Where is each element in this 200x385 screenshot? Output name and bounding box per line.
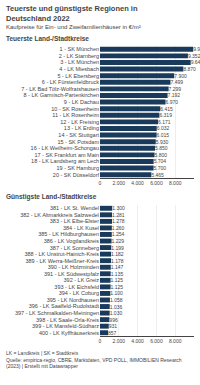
svg-text:8.000: 8.000 <box>169 180 182 186</box>
svg-text:6.015: 6.015 <box>157 132 170 138</box>
svg-text:385 - LK Hildburghausen: 385 - LK Hildburghausen <box>38 231 99 237</box>
svg-text:1.125: 1.125 <box>111 277 124 283</box>
svg-text:8.870: 8.870 <box>183 66 196 72</box>
svg-text:1.135: 1.135 <box>111 271 124 277</box>
svg-text:9.352: 9.352 <box>188 53 200 59</box>
svg-text:12 - LK Freising: 12 - LK Freising <box>60 119 99 125</box>
svg-text:17 - SK Frankfurt am Main: 17 - SK Frankfurt am Main <box>35 152 100 158</box>
svg-text:1.281: 1.281 <box>112 212 125 218</box>
svg-text:387 - LK Sonneberg: 387 - LK Sonneberg <box>50 245 99 251</box>
svg-text:10 - SK Rosenheim: 10 - SK Rosenheim <box>51 106 99 112</box>
svg-text:6.000: 6.000 <box>150 180 163 186</box>
svg-text:5 - LK Ebersberg: 5 - LK Ebersberg <box>57 73 99 79</box>
svg-text:0: 0 <box>99 338 102 344</box>
svg-text:386 - LK Vogtlandkreis: 386 - LK Vogtlandkreis <box>44 238 100 244</box>
svg-text:5.465: 5.465 <box>151 172 164 178</box>
svg-text:6.319: 6.319 <box>159 112 172 118</box>
svg-text:6.415: 6.415 <box>160 106 173 112</box>
svg-text:381 - LK St. Wendel: 381 - LK St. Wendel <box>50 205 99 211</box>
svg-text:398 - LK Saale-Orla-Kreis: 398 - LK Saale-Orla-Kreis <box>36 317 99 323</box>
svg-text:1.058: 1.058 <box>110 297 123 303</box>
svg-text:400 - LK Kyffhäuserkreis: 400 - LK Kyffhäuserkreis <box>39 330 99 336</box>
svg-text:3 - LK München: 3 - LK München <box>60 59 99 65</box>
svg-text:4.000: 4.000 <box>131 338 144 344</box>
svg-text:1.036: 1.036 <box>110 304 123 310</box>
svg-text:1.100: 1.100 <box>110 290 123 296</box>
svg-text:383 - LK Elbe-Elster: 383 - LK Elbe-Elster <box>50 218 99 224</box>
svg-text:7.900: 7.900 <box>174 73 187 79</box>
svg-text:1.178: 1.178 <box>111 258 124 264</box>
svg-text:5.704: 5.704 <box>154 158 167 164</box>
svg-text:931: 931 <box>109 323 118 329</box>
svg-text:1.147: 1.147 <box>111 264 124 270</box>
svg-text:388 - LK Unstrut-Hainich-Kreis: 388 - LK Unstrut-Hainich-Kreis <box>24 251 99 257</box>
svg-text:8.000: 8.000 <box>169 338 182 344</box>
svg-text:16 - LK Weilheim-Schongau: 16 - LK Weilheim-Schongau <box>31 145 99 151</box>
svg-text:1.254: 1.254 <box>112 231 125 237</box>
svg-text:LK = Landkreis | SK = Stadtkre: LK = Landkreis | SK = StadtkreisQuelle: … <box>6 350 182 369</box>
svg-text:18 - LK Landsberg am Lech: 18 - LK Landsberg am Lech <box>31 158 99 164</box>
svg-text:20 - SK Düsseldorf: 20 - SK Düsseldorf <box>53 172 100 178</box>
svg-text:392 - LK Greiz: 392 - LK Greiz <box>64 277 100 283</box>
svg-text:7.299: 7.299 <box>169 86 182 92</box>
svg-text:0: 0 <box>99 180 102 186</box>
svg-text:5.800: 5.800 <box>155 152 168 158</box>
svg-text:Günstigste Land-/Stadtkreise: Günstigste Land-/Stadtkreise <box>6 193 97 201</box>
svg-text:1 - SK München: 1 - SK München <box>60 46 99 52</box>
svg-text:Teuerste und günstigste Region: Teuerste und günstigste Regionen inDeuts… <box>6 4 138 23</box>
svg-text:857: 857 <box>108 330 117 336</box>
svg-text:8 - LK Garmisch-Partenkirchen: 8 - LK Garmisch-Partenkirchen <box>24 92 100 98</box>
svg-text:Kaufpreise für Ein- und Zweifa: Kaufpreise für Ein- und Zweifamilienhäus… <box>6 24 141 30</box>
svg-text:1.125: 1.125 <box>111 284 124 290</box>
svg-text:2 - LK Starnberg: 2 - LK Starnberg <box>59 53 99 59</box>
svg-text:7.499: 7.499 <box>170 79 183 85</box>
svg-text:390 - LK Holzminden: 390 - LK Holzminden <box>48 264 99 270</box>
svg-text:1.260: 1.260 <box>112 225 125 231</box>
svg-text:1.030: 1.030 <box>110 310 123 316</box>
svg-text:399 - LK Mansfeld-Südharz: 399 - LK Mansfeld-Südharz <box>32 323 99 329</box>
svg-text:6.171: 6.171 <box>158 119 171 125</box>
svg-text:5.850: 5.850 <box>155 145 168 151</box>
svg-text:382 - LK Altmarkkreis Salzwede: 382 - LK Altmarkkreis Salzwedel <box>20 212 99 218</box>
svg-text:6.032: 6.032 <box>157 125 170 131</box>
svg-text:9.913: 9.913 <box>193 46 200 52</box>
svg-text:13 - LK Erding: 13 - LK Erding <box>64 125 99 131</box>
svg-text:1.199: 1.199 <box>111 245 124 251</box>
svg-text:9 - LK Dachau: 9 - LK Dachau <box>64 99 99 105</box>
svg-text:1.182: 1.182 <box>111 251 124 257</box>
svg-text:15 - SK Potsdam: 15 - SK Potsdam <box>57 139 99 145</box>
svg-text:7.192: 7.192 <box>168 92 181 98</box>
svg-text:391 - LK Südwestpfalz: 391 - LK Südwestpfalz <box>44 271 99 277</box>
svg-text:19 - SK Hamburg: 19 - SK Hamburg <box>57 165 100 171</box>
svg-text:6 - LK Fürstenfeldbruck: 6 - LK Fürstenfeldbruck <box>42 79 99 85</box>
svg-text:Teuerste Land-/Stadtkreise: Teuerste Land-/Stadtkreise <box>6 35 89 42</box>
svg-text:384 - LK Kusel: 384 - LK Kusel <box>63 225 99 231</box>
svg-text:394 - LK Coburg: 394 - LK Coburg <box>59 290 99 296</box>
svg-text:5.700: 5.700 <box>154 165 167 171</box>
svg-text:14 - SK Stuttgart: 14 - SK Stuttgart <box>58 132 99 138</box>
svg-text:7 - LK Bad Tölz-Wolfratshausen: 7 - LK Bad Tölz-Wolfratshausen <box>21 86 99 92</box>
svg-text:1.278: 1.278 <box>112 218 125 224</box>
svg-text:396 - LK Saalfeld-Rudolstadt: 396 - LK Saalfeld-Rudolstadt <box>29 303 100 309</box>
svg-text:6.000: 6.000 <box>150 338 163 344</box>
svg-text:393 - LK Eichsfeld: 393 - LK Eichsfeld <box>54 284 99 290</box>
svg-text:1.229: 1.229 <box>112 238 125 244</box>
svg-text:1.300: 1.300 <box>112 205 125 211</box>
svg-text:395 - LK Nordhausen: 395 - LK Nordhausen <box>47 297 99 303</box>
svg-text:389 - LK Werra-Meißner-Kreis: 389 - LK Werra-Meißner-Kreis <box>25 258 99 264</box>
svg-text:397 - LK Schmalkalden-Meininge: 397 - LK Schmalkalden-Meiningen <box>15 310 99 316</box>
svg-text:2.000: 2.000 <box>113 338 126 344</box>
svg-text:6.970: 6.970 <box>166 99 179 105</box>
svg-text:996: 996 <box>109 317 118 323</box>
svg-text:4 - LK Miesbach: 4 - LK Miesbach <box>59 66 99 72</box>
svg-text:9.645: 9.645 <box>191 59 200 65</box>
svg-text:11 - LK Rosenheim: 11 - LK Rosenheim <box>52 112 99 118</box>
svg-text:5.930: 5.930 <box>156 139 169 145</box>
svg-text:2.000: 2.000 <box>113 180 126 186</box>
svg-text:4.000: 4.000 <box>131 180 144 186</box>
